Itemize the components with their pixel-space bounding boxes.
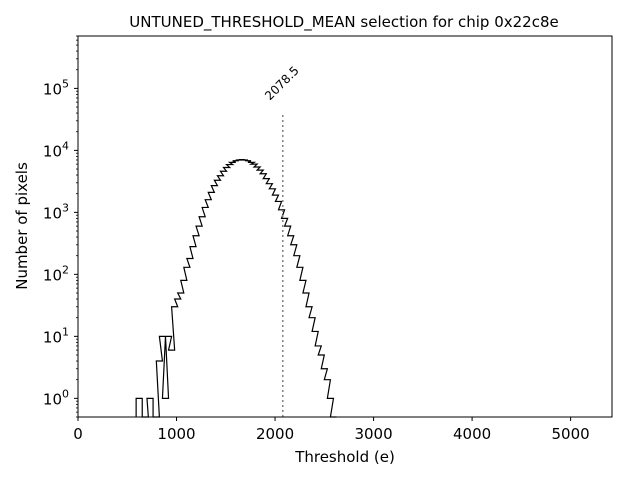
x-tick-label: 2000 (256, 425, 294, 443)
x-tick-label: 5000 (552, 425, 590, 443)
y-axis-label: Number of pixels (13, 162, 31, 290)
x-tick-label: 0 (73, 425, 83, 443)
y-axis: 100 101 102 103 104 105 (43, 35, 78, 418)
x-tick-label: 1000 (157, 425, 195, 443)
y-tick-label: 100 (43, 387, 69, 408)
x-tick-label: 3000 (354, 425, 392, 443)
chart-title: UNTUNED_THRESHOLD_MEAN selection for chi… (129, 13, 558, 32)
y-tick-label: 103 (43, 201, 69, 222)
y-tick-label: 104 (43, 139, 69, 160)
x-axis-label: Threshold (e) (294, 448, 395, 466)
y-tick-label: 101 (43, 325, 69, 346)
histogram-step-line (135, 159, 337, 418)
x-tick-label: 4000 (453, 425, 491, 443)
y-tick-label: 105 (43, 77, 69, 98)
y-tick-label: 102 (43, 263, 69, 284)
x-axis: 0 1000 2000 3000 4000 5000 (73, 417, 590, 443)
